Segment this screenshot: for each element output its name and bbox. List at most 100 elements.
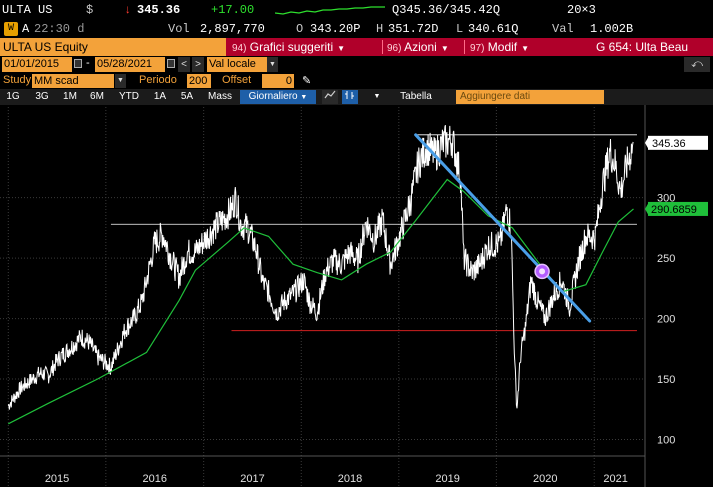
actions-menu[interactable]: 96) Azioni ▼: [387, 38, 449, 56]
period-1d-button[interactable]: 1G: [6, 91, 20, 102]
x-tick-label: 2015: [45, 473, 69, 485]
dropdown-arrow-icon: ▼: [337, 44, 346, 53]
x-tick-label: 2019: [435, 473, 459, 485]
x-tick-label: 2016: [143, 473, 167, 485]
ticker: ULTA US: [2, 3, 53, 17]
edit-menu[interactable]: 97) Modif ▼: [470, 38, 529, 56]
menu-divider: [382, 40, 383, 54]
study-select[interactable]: MM scad: [32, 74, 114, 88]
period-3d-button[interactable]: 3G: [35, 91, 49, 102]
x-tick-label: 2020: [533, 473, 557, 485]
traded-value-label: Val: [552, 22, 574, 36]
open-value: 343.20P: [310, 22, 361, 36]
last-price-tag-pointer: [645, 135, 649, 150]
traded-value: 1.002B: [590, 22, 634, 36]
price-chart[interactable]: 100 150 200 250 300 2015 2016 2017 2018 2019 2020 2…: [0, 105, 713, 487]
date-range-bar: 01/01/2015 - 05/28/2021 < > Val locale ▼…: [0, 56, 713, 73]
a-label: A: [22, 22, 30, 36]
dropdown-arrow-icon: ▼: [440, 44, 449, 53]
page-title: G 654: Ulta Beau: [596, 40, 689, 54]
y-tick-label: 100: [657, 434, 675, 446]
volume-value: 2,897,770: [200, 22, 265, 36]
table-button[interactable]: Tabella: [400, 91, 432, 102]
period-1y-button[interactable]: 1A: [153, 91, 167, 102]
pen-icon[interactable]: ✎: [302, 75, 312, 87]
dropdown-arrow-icon[interactable]: ▼: [115, 74, 126, 88]
menu-bar: ULTA US Equity 94) Grafici suggeriti ▼ 96…: [0, 38, 713, 56]
chart-style-dropdown-icon[interactable]: ▼: [373, 93, 381, 100]
last-price-label: 345.36: [652, 138, 686, 150]
chart-canvas[interactable]: 100 150 200 250 300 2015 2016 2017 2018 2019 2020 2…: [0, 105, 713, 487]
last-price: 345.36: [137, 3, 181, 17]
dropdown-arrow-icon: ▼: [521, 44, 530, 53]
add-data-input[interactable]: Aggiungere dati: [456, 90, 604, 104]
study-bar: Study MM scad ▼ Periodo 200 Offset 0 ✎: [0, 73, 713, 89]
last-trade-time: 22:30 d: [34, 22, 85, 36]
low-value: 340.61Q: [468, 22, 519, 36]
period-label: Periodo: [139, 74, 177, 86]
high-value: 351.72D: [388, 22, 439, 36]
undo-icon[interactable]: ⤺: [684, 57, 710, 72]
y-tick-label: 150: [657, 374, 675, 386]
menu-label: Grafici suggeriti: [249, 40, 334, 54]
exchange-badge: W: [4, 22, 18, 36]
sparkline-icon: [275, 6, 385, 15]
menu-number: 97): [470, 43, 485, 54]
next-period-icon[interactable]: >: [192, 57, 204, 72]
security-field[interactable]: ULTA US Equity: [0, 38, 226, 56]
dropdown-arrow-icon: ▼: [300, 94, 308, 101]
calendar-icon[interactable]: [74, 59, 82, 68]
bid-ask: Q345.36/345.42Q: [392, 3, 501, 17]
period-5y-button[interactable]: 5A: [180, 91, 194, 102]
menu-number: 94): [232, 43, 247, 54]
study-label: Study: [3, 74, 32, 86]
volume-label: Vol: [168, 22, 190, 36]
period-input[interactable]: 200: [187, 74, 211, 88]
x-tick-label: 2018: [338, 473, 362, 485]
period-1m-button[interactable]: 1M: [63, 91, 77, 102]
calendar-icon[interactable]: [167, 59, 175, 68]
y-tick-label: 250: [657, 253, 675, 265]
end-date-field[interactable]: 05/28/2021: [95, 57, 165, 72]
period-6m-button[interactable]: 6M: [90, 91, 104, 102]
menu-divider: [464, 40, 465, 54]
bar-chart-icon[interactable]: [342, 90, 358, 104]
down-arrow-icon: ↓: [124, 3, 132, 17]
y-tick-label: 300: [657, 193, 675, 205]
menu-number: 96): [387, 43, 402, 54]
start-date-field[interactable]: 01/01/2015: [2, 57, 72, 72]
low-label: L: [456, 22, 464, 36]
open-label: O: [296, 22, 304, 36]
marker-center: [539, 268, 546, 275]
price-series-line: [7, 124, 634, 410]
currency-mode-select[interactable]: Val locale: [207, 57, 267, 72]
net-change: +17.00: [211, 3, 255, 17]
quote-bar: ULTA US $ ↓ 345.36 +17.00 Q345.36/345.42…: [0, 0, 713, 20]
prev-period-icon[interactable]: <: [178, 57, 190, 72]
ma-value-label: 290.6859: [651, 204, 697, 216]
high-label: H: [376, 22, 384, 36]
period-ytd-button[interactable]: YTD: [119, 91, 139, 102]
y-tick-label: 200: [657, 314, 675, 326]
chart-toolbar: 1G 3G 1M 6M YTD 1A 5A Mass Giornaliero ▼…: [0, 89, 713, 105]
suggested-charts-menu[interactable]: 94) Grafici suggeriti ▼: [232, 38, 345, 56]
offset-label: Offset: [222, 74, 252, 86]
offset-input[interactable]: 0: [262, 74, 294, 88]
last-price-tag: [648, 135, 708, 150]
frequency-label: Giornaliero: [248, 91, 298, 102]
bid-ask-size: 20×3: [567, 3, 596, 17]
stats-bar: W A 22:30 d Vol 2,897,770 O 343.20P H 35…: [0, 20, 713, 38]
dropdown-arrow-icon[interactable]: ▼: [267, 57, 278, 72]
downtrend-line: [414, 133, 592, 323]
menu-label: Azioni: [404, 40, 437, 54]
line-chart-icon[interactable]: [322, 90, 338, 104]
ma-value-tag: [648, 201, 708, 216]
ma-value-tag-pointer: [645, 201, 649, 216]
x-tick-label: 2021: [603, 473, 627, 485]
menu-label: Modif: [487, 40, 518, 54]
frequency-select[interactable]: Giornaliero ▼: [240, 90, 316, 104]
currency: $: [86, 3, 94, 17]
period-max-button[interactable]: Mass: [208, 91, 232, 102]
range-separator: -: [86, 57, 90, 69]
x-tick-label: 2017: [240, 473, 264, 485]
